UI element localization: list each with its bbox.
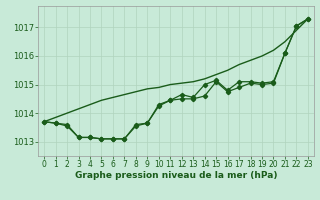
X-axis label: Graphe pression niveau de la mer (hPa): Graphe pression niveau de la mer (hPa) [75, 171, 277, 180]
